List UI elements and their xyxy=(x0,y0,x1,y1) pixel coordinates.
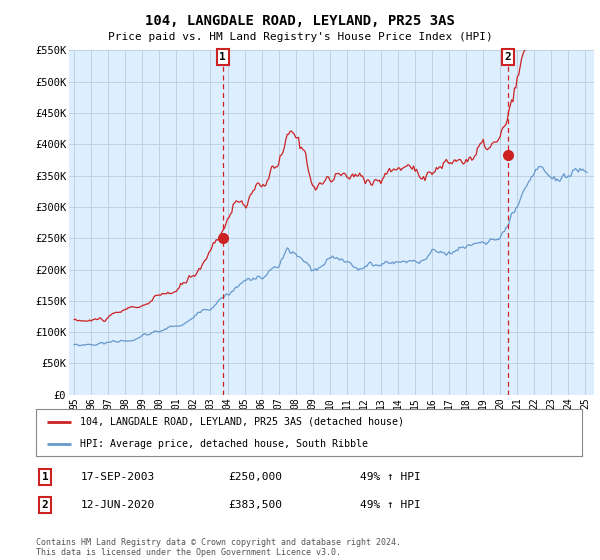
Text: 1: 1 xyxy=(41,472,49,482)
Text: £383,500: £383,500 xyxy=(228,500,282,510)
Text: 12-JUN-2020: 12-JUN-2020 xyxy=(81,500,155,510)
Text: 2: 2 xyxy=(505,52,511,62)
Text: Contains HM Land Registry data © Crown copyright and database right 2024.
This d: Contains HM Land Registry data © Crown c… xyxy=(36,538,401,557)
Text: 49% ↑ HPI: 49% ↑ HPI xyxy=(360,500,421,510)
Text: 1: 1 xyxy=(220,52,226,62)
Text: 17-SEP-2003: 17-SEP-2003 xyxy=(81,472,155,482)
Text: 104, LANGDALE ROAD, LEYLAND, PR25 3AS: 104, LANGDALE ROAD, LEYLAND, PR25 3AS xyxy=(145,14,455,28)
Text: Price paid vs. HM Land Registry's House Price Index (HPI): Price paid vs. HM Land Registry's House … xyxy=(107,32,493,42)
Text: £250,000: £250,000 xyxy=(228,472,282,482)
Text: 49% ↑ HPI: 49% ↑ HPI xyxy=(360,472,421,482)
Text: HPI: Average price, detached house, South Ribble: HPI: Average price, detached house, Sout… xyxy=(80,438,368,449)
Text: 104, LANGDALE ROAD, LEYLAND, PR25 3AS (detached house): 104, LANGDALE ROAD, LEYLAND, PR25 3AS (d… xyxy=(80,417,404,427)
Text: 2: 2 xyxy=(41,500,49,510)
